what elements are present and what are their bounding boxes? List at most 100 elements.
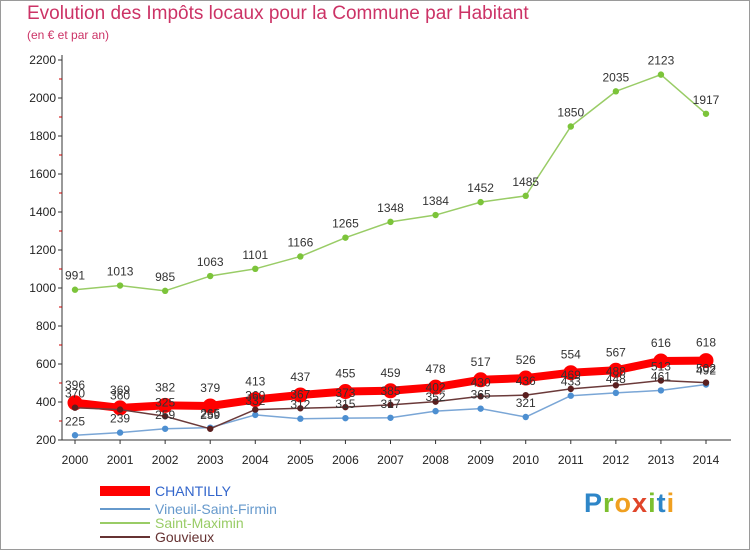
data-point-vineuil-saint-firmin: [116, 429, 124, 436]
data-label-vineuil-saint-firmin: 365: [471, 388, 491, 402]
data-label-chantilly: 526: [516, 353, 536, 367]
data-label-gouvieux: 259: [200, 408, 220, 422]
data-point-chantilly: [473, 372, 489, 388]
x-tick-label: 2010: [512, 453, 539, 467]
data-point-vineuil-saint-firmin: [477, 405, 484, 412]
data-label-saint-maximin: 1101: [242, 248, 268, 262]
data-point-chantilly: [337, 384, 353, 400]
data-label-saint-maximin: 1850: [557, 106, 584, 120]
y-tick-label: 2000: [29, 91, 56, 105]
y-tick-label: 1800: [29, 129, 56, 143]
brand-letter: t: [656, 488, 667, 518]
data-point-vineuil-saint-firmin: [657, 387, 665, 394]
x-tick-label: 2007: [377, 453, 404, 467]
data-point-gouvieux: [342, 403, 349, 411]
data-label-chantilly: 517: [471, 355, 491, 369]
data-point-saint-maximin: [71, 286, 79, 293]
data-label-gouvieux: 436: [516, 374, 536, 388]
y-tick-label: 400: [36, 395, 56, 409]
data-point-saint-maximin: [477, 198, 484, 206]
data-label-saint-maximin: 1166: [287, 235, 313, 249]
data-point-gouvieux: [702, 379, 710, 386]
data-point-saint-maximin: [387, 218, 394, 226]
brand-letter: x: [632, 488, 649, 518]
data-point-saint-maximin: [297, 253, 304, 260]
y-tick-label: 1400: [29, 205, 56, 219]
data-label-gouvieux: 430: [471, 375, 491, 389]
data-point-chantilly: [202, 398, 218, 414]
data-label-gouvieux: 373: [335, 386, 355, 400]
data-point-saint-maximin: [116, 282, 124, 289]
data-point-gouvieux: [252, 406, 259, 413]
data-label-saint-maximin: 1485: [512, 175, 539, 189]
data-point-saint-maximin: [567, 123, 574, 130]
data-label-vineuil-saint-firmin: 225: [65, 414, 85, 428]
data-label-gouvieux: 385: [380, 384, 400, 398]
data-point-gouvieux: [207, 425, 214, 432]
data-point-chantilly: [292, 387, 308, 403]
brand-letter: o: [614, 488, 633, 518]
data-label-saint-maximin: 1452: [467, 181, 494, 195]
data-point-vineuil-saint-firmin: [161, 425, 169, 432]
data-point-vineuil-saint-firmin: [522, 413, 529, 421]
data-label-chantilly: 379: [200, 381, 220, 395]
y-tick-label: 600: [36, 357, 56, 371]
data-label-chantilly: 616: [651, 336, 671, 350]
data-label-gouvieux: 469: [561, 368, 581, 382]
y-tick-label: 1600: [29, 167, 56, 181]
data-label-chantilly: 369: [110, 383, 130, 397]
proxiti-logo: Proxiti: [584, 488, 675, 519]
data-point-vineuil-saint-firmin: [567, 392, 574, 399]
data-label-chantilly: 459: [380, 366, 400, 380]
data-point-saint-maximin: [252, 265, 259, 273]
data-point-chantilly: [608, 362, 624, 378]
data-label-gouvieux: 402: [426, 381, 446, 395]
data-label-saint-maximin: 1348: [377, 201, 404, 215]
x-tick-label: 2002: [152, 453, 179, 467]
data-point-vineuil-saint-firmin: [297, 415, 304, 422]
data-point-gouvieux: [297, 405, 304, 412]
data-point-saint-maximin: [207, 272, 214, 280]
data-point-gouvieux: [116, 406, 124, 413]
data-point-saint-maximin: [657, 71, 665, 78]
x-tick-label: 2008: [422, 453, 449, 467]
data-label-vineuil-saint-firmin: 448: [606, 372, 626, 386]
legend-label-vineuil-saint-firmin: Vineuil-Saint-Firmin: [155, 501, 277, 517]
brand-letter: r: [603, 488, 615, 518]
data-label-gouvieux: 502: [696, 362, 716, 376]
data-point-chantilly: [157, 397, 173, 413]
x-tick-label: 2005: [287, 453, 314, 467]
data-label-gouvieux: 325: [155, 395, 175, 409]
series-line-saint-maximin: [74, 73, 707, 292]
data-point-gouvieux: [522, 391, 529, 399]
data-label-chantilly: 478: [426, 362, 446, 376]
data-label-saint-maximin: 1384: [422, 194, 449, 208]
data-point-gouvieux: [567, 385, 574, 393]
data-point-vineuil-saint-firmin: [432, 407, 439, 415]
y-tick-label: 2200: [29, 53, 56, 67]
data-point-chantilly: [428, 379, 444, 395]
data-label-saint-maximin: 2035: [603, 70, 630, 84]
y-tick-label: 200: [36, 433, 56, 447]
data-label-saint-maximin: 1265: [332, 217, 359, 231]
data-point-gouvieux: [612, 382, 620, 389]
chart-subtitle: (en € et par an): [27, 28, 110, 42]
data-label-vineuil-saint-firmin: 352: [426, 390, 446, 404]
data-label-saint-maximin: 991: [65, 269, 85, 283]
x-tick-label: 2013: [648, 453, 675, 467]
data-label-gouvieux: 513: [651, 360, 671, 374]
data-label-vineuil-saint-firmin: 259: [155, 408, 175, 422]
data-point-chantilly: [563, 365, 579, 381]
data-label-chantilly: 455: [335, 367, 355, 381]
data-point-chantilly: [653, 353, 669, 369]
data-point-gouvieux: [161, 413, 169, 420]
x-tick-label: 2011: [558, 453, 584, 467]
data-label-gouvieux: 360: [110, 389, 130, 403]
x-tick-label: 2000: [62, 453, 89, 467]
data-label-vineuil-saint-firmin: 239: [110, 412, 130, 426]
data-label-vineuil-saint-firmin: 312: [290, 398, 310, 412]
data-point-chantilly: [698, 353, 714, 369]
data-point-chantilly: [518, 370, 534, 386]
x-tick-label: 2014: [693, 453, 720, 467]
